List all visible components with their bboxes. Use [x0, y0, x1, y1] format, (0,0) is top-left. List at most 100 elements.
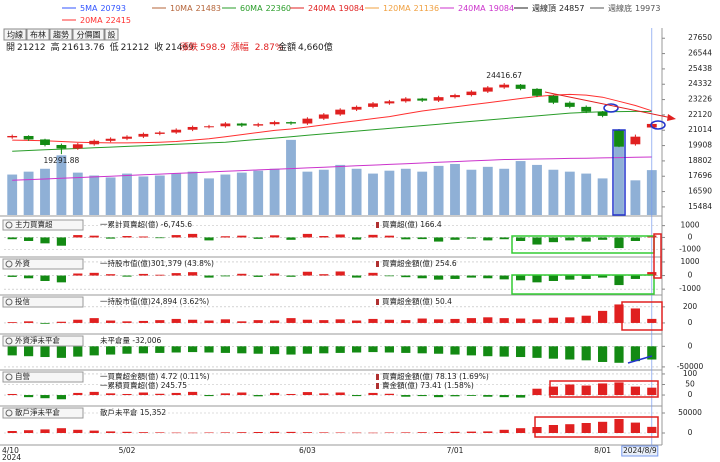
candle-body: [515, 84, 526, 89]
candle-body: [105, 138, 116, 141]
bar: [384, 432, 394, 434]
bar: [56, 395, 66, 400]
toolbar-label[interactable]: 布林: [30, 30, 46, 40]
toolbar-button[interactable]: [49, 28, 73, 41]
volume-bar: [23, 171, 34, 215]
bar: [450, 318, 460, 323]
panel-title-box: [2, 407, 84, 419]
change-line: 漲跌 598.9 漲幅 2.87%: [180, 41, 284, 53]
panel-info: 一持股市值(億)301,379 (43.8%): [100, 258, 214, 268]
bar: [188, 319, 198, 323]
bar: [171, 346, 181, 353]
bar: [73, 429, 83, 433]
bar: [581, 423, 591, 433]
bar: [56, 275, 66, 283]
candle-body: [187, 126, 198, 130]
y-tick-label: 0: [688, 390, 693, 399]
bar: [335, 346, 345, 353]
toolbar-label[interactable]: 趨勢: [53, 30, 69, 40]
panel-title-box: [2, 258, 84, 270]
toolbar-button[interactable]: [72, 28, 105, 41]
candle-body: [433, 97, 444, 101]
toolbar-label[interactable]: 設: [108, 30, 116, 40]
legend-value: 19973: [635, 4, 660, 13]
bar: [630, 346, 640, 362]
panel-title: 投信: [15, 296, 30, 306]
quote-value: 21212: [121, 43, 150, 53]
bar: [450, 237, 460, 240]
toolbar-button[interactable]: [104, 28, 119, 41]
legend-value: 22360: [266, 4, 291, 13]
bar: [286, 275, 296, 277]
bar: [237, 321, 247, 323]
volume-bar: [614, 145, 624, 215]
bar: [483, 237, 493, 241]
bar: [614, 237, 624, 249]
candle-body: [614, 130, 624, 147]
panel-title: 外資: [15, 258, 30, 268]
candle-body: [56, 144, 67, 149]
y-tick-label: 23226: [688, 95, 712, 104]
x-tick-label: 4/10: [2, 446, 19, 455]
bar: [56, 346, 66, 358]
bar: [581, 385, 591, 396]
legend-name: 週線頂: [532, 3, 556, 13]
bar: [581, 346, 591, 361]
info-swatch: [376, 383, 379, 389]
bar: [56, 321, 66, 323]
bar: [548, 275, 558, 281]
bar: [532, 346, 542, 358]
bar: [417, 395, 427, 397]
legend-name: 5MA: [80, 4, 98, 13]
bar: [630, 386, 640, 396]
y-tick-label: 18802: [688, 156, 712, 165]
candle-body: [220, 123, 231, 127]
candle-body: [450, 95, 460, 98]
bar: [40, 322, 50, 324]
toolbar-button[interactable]: [26, 28, 50, 41]
bar: [466, 237, 476, 239]
bar: [335, 392, 345, 396]
bar: [155, 346, 165, 353]
panel-info: 買賣超(億) 166.4: [382, 219, 442, 229]
candle-body: [384, 101, 395, 104]
legend-label: 10MA 21483: [170, 4, 221, 13]
bar: [466, 346, 476, 356]
bar: [188, 233, 198, 238]
bar: [384, 235, 394, 238]
bar: [368, 392, 378, 396]
legend-value: 21483: [196, 4, 221, 13]
candle-body: [138, 133, 149, 137]
bar: [434, 237, 444, 242]
y-tick-label: 21014: [688, 125, 712, 134]
bar: [499, 318, 509, 323]
quote-line: 開 21212 高 21613.76 低 21212 收 21469: [6, 41, 194, 53]
bar: [286, 237, 296, 240]
toolbar-button[interactable]: [3, 28, 27, 41]
bar: [368, 318, 378, 323]
bar: [384, 393, 394, 396]
candle-body: [417, 98, 428, 101]
change-value: 598.9: [200, 43, 226, 53]
bar: [56, 237, 66, 246]
toolbar-label[interactable]: 分價圖: [77, 31, 101, 40]
bar: [188, 346, 198, 353]
bar: [122, 236, 132, 238]
candle-body: [204, 126, 214, 128]
panel-title-box: [2, 371, 84, 383]
highlight-box: [653, 233, 662, 279]
panel-info: 散戶未平倉 15,352: [100, 407, 166, 417]
bar: [368, 432, 378, 434]
bar: [581, 237, 591, 242]
bar: [598, 421, 608, 433]
toolbar-label[interactable]: 均線: [7, 30, 23, 40]
candle-body: [335, 109, 346, 115]
candle-body: [630, 136, 641, 145]
bar: [483, 395, 493, 397]
close-icon: [5, 260, 13, 268]
candle-body: [564, 102, 575, 107]
bar: [516, 395, 526, 398]
volume-bar: [269, 168, 280, 215]
bar: [630, 237, 640, 241]
